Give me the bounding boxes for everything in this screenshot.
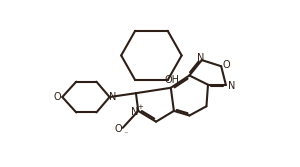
- Text: +: +: [138, 104, 143, 110]
- Text: O: O: [114, 124, 122, 134]
- Text: O: O: [53, 92, 61, 102]
- Text: N: N: [109, 92, 116, 102]
- Text: O: O: [223, 60, 230, 70]
- Text: ⁻: ⁻: [124, 129, 128, 138]
- Text: N: N: [131, 107, 138, 117]
- Text: N: N: [228, 81, 236, 91]
- Text: N: N: [196, 53, 204, 63]
- Text: OH: OH: [165, 75, 180, 85]
